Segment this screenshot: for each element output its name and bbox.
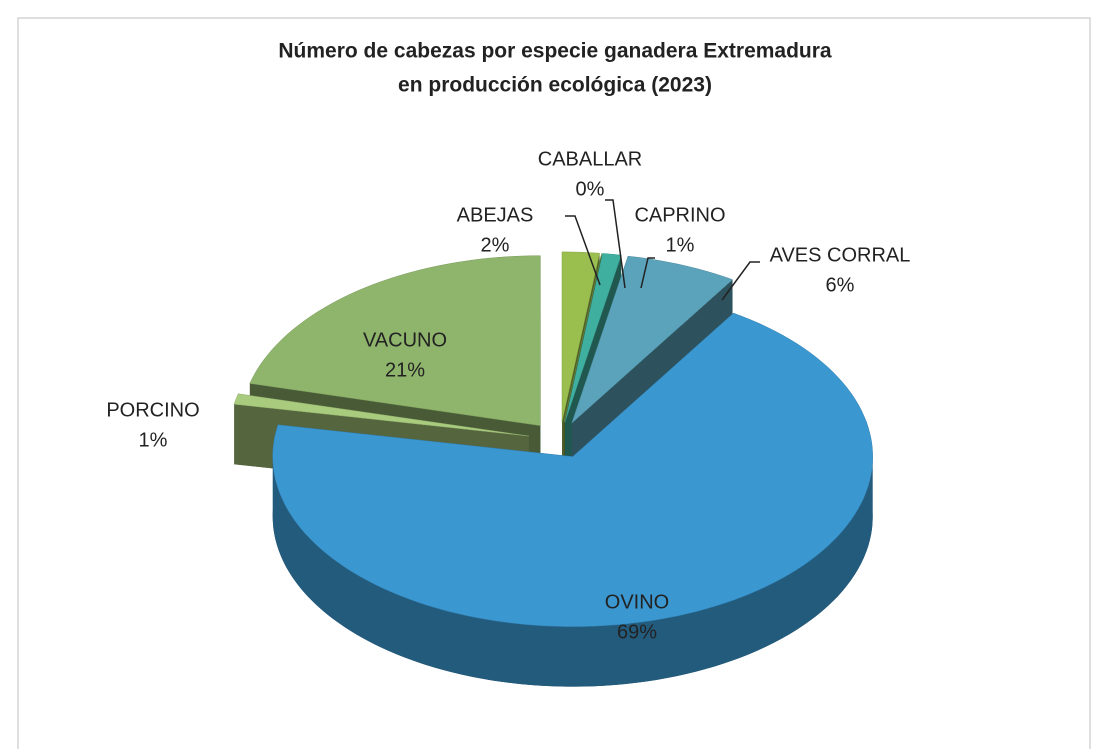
slice-value-label: 21% xyxy=(385,359,425,381)
slice-top xyxy=(233,393,529,437)
slice-wall xyxy=(272,456,873,687)
slice xyxy=(272,312,873,687)
slice-top xyxy=(561,251,600,422)
leader-line xyxy=(721,261,760,301)
slice-label: PORCINO xyxy=(106,399,199,421)
slice-label: AVES CORRAL xyxy=(770,244,911,266)
slice-top xyxy=(564,253,622,423)
slice-label: ABEJAS xyxy=(457,204,534,226)
slice-label: CAPRINO xyxy=(634,204,725,226)
leader-line xyxy=(640,257,655,289)
slice-value-label: 0% xyxy=(576,178,605,200)
slice-value-label: 1% xyxy=(666,234,695,256)
slice-top xyxy=(249,255,541,426)
pie xyxy=(233,251,873,687)
slice-value-label: 6% xyxy=(826,274,855,296)
labels: ABEJAS 2% CABALLAR 0% CAPRINO 1% AVES CORRAL 6%… xyxy=(106,148,910,643)
slice-value-label: 69% xyxy=(617,621,657,643)
chart-title: Número de cabezas por especie ganadera E… xyxy=(278,40,832,63)
chart-title: en producción ecológica (2023) xyxy=(398,74,712,97)
leader-line xyxy=(565,215,601,286)
slice-label: CABALLAR xyxy=(538,148,643,170)
slice-value-label: 2% xyxy=(481,234,510,256)
slice-label: VACUNO xyxy=(363,329,447,351)
slice-label: OVINO xyxy=(605,591,669,613)
leader-line xyxy=(605,199,626,289)
slice-top xyxy=(571,255,733,424)
slice-top xyxy=(272,312,873,627)
slice-top xyxy=(563,253,602,423)
slice-value-label: 1% xyxy=(139,429,168,451)
